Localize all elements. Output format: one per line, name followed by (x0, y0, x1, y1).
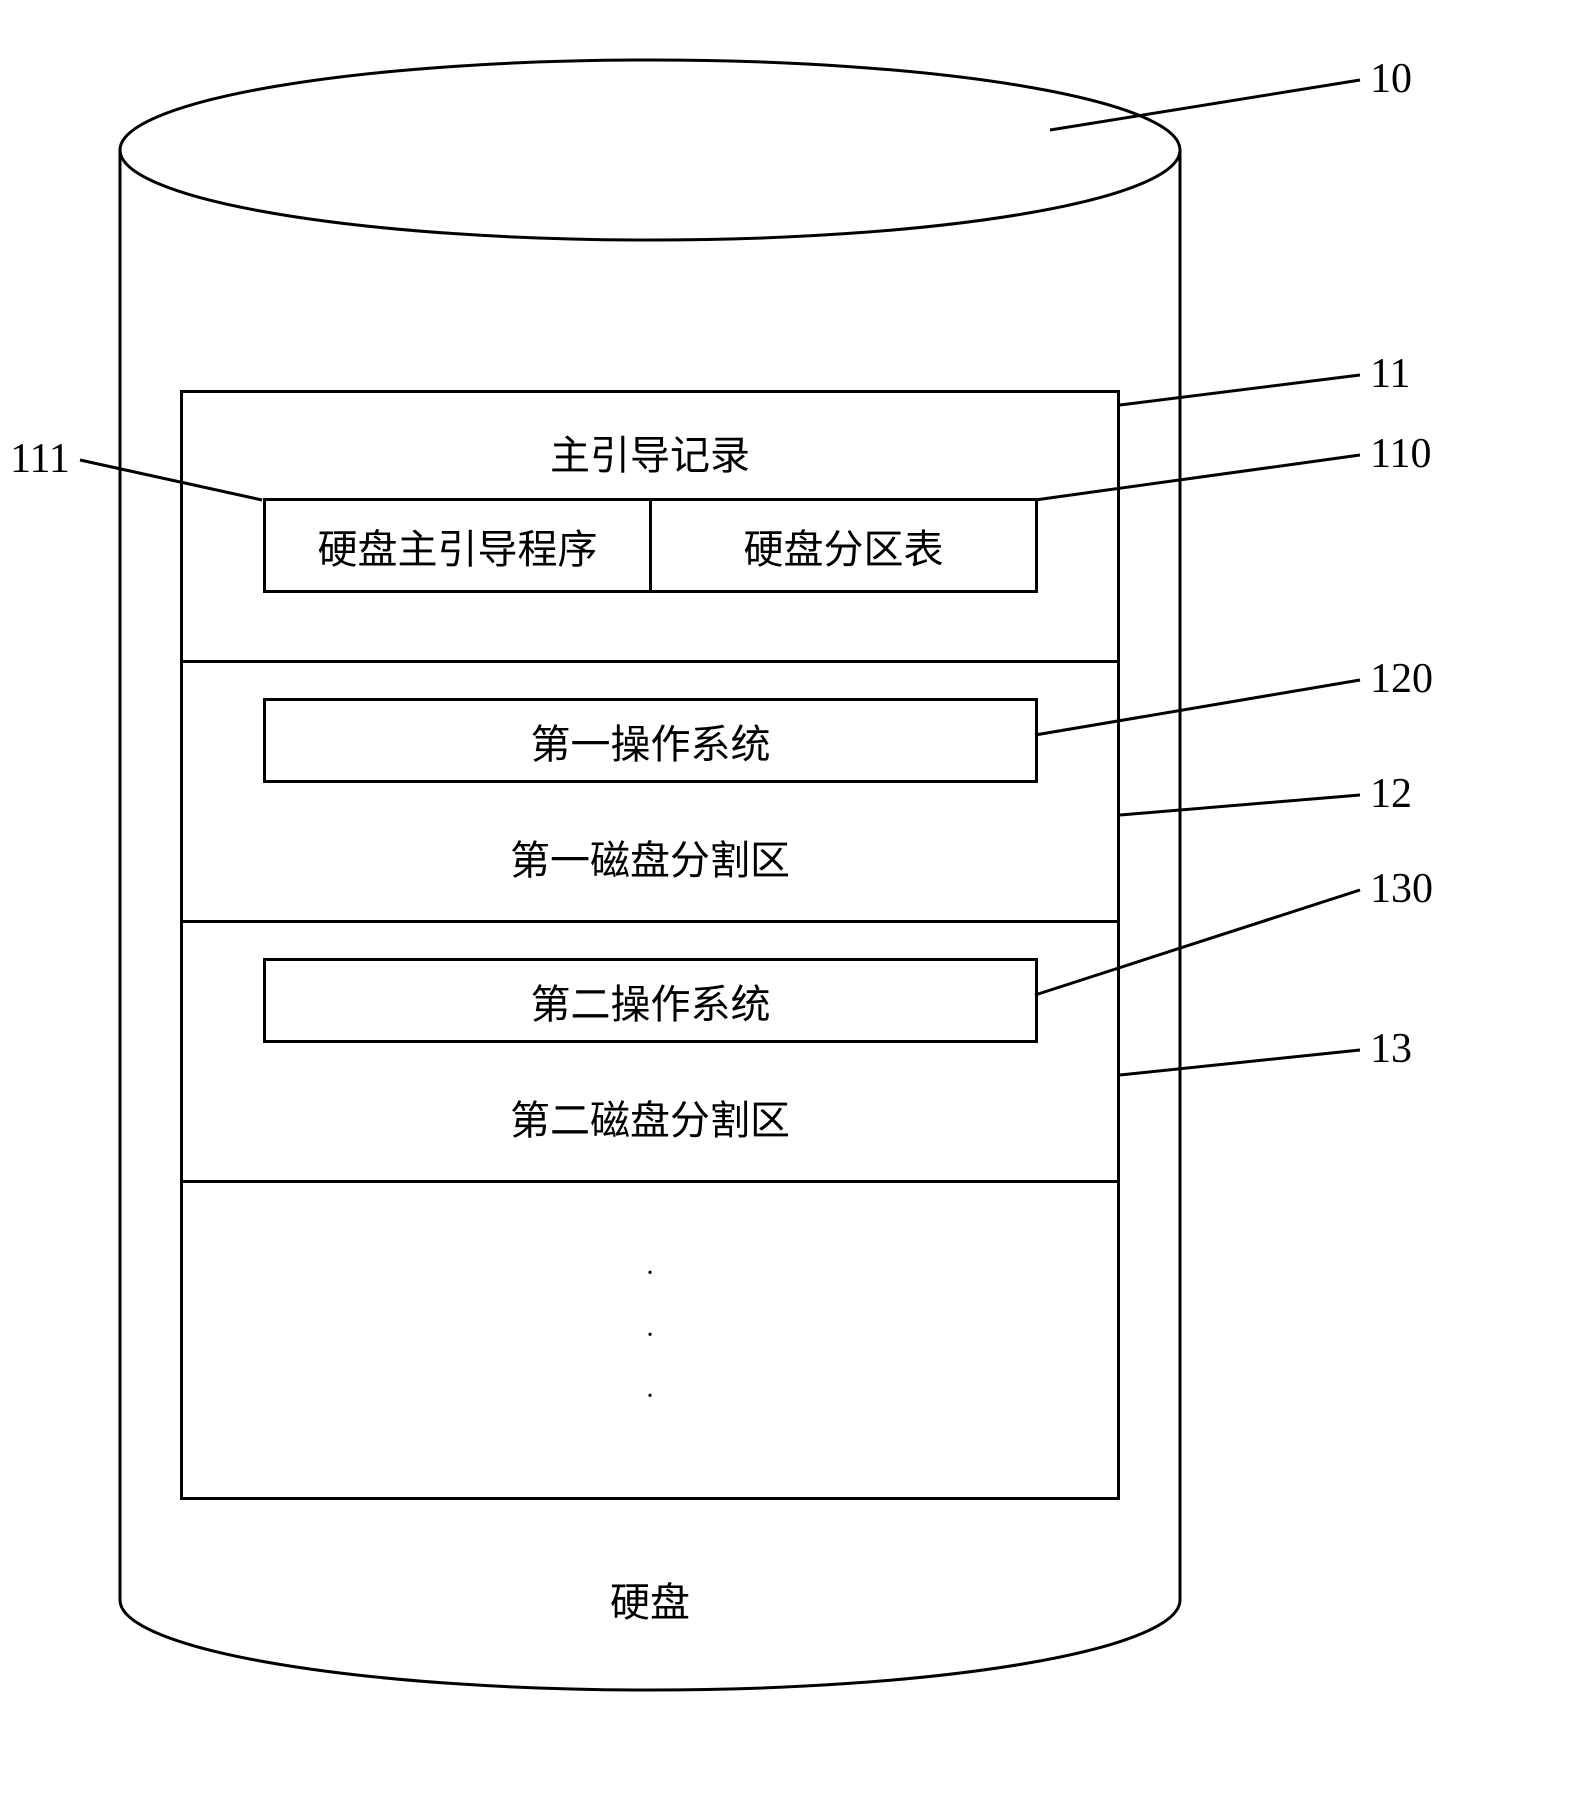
os2-label: 第二操作系统 (531, 972, 771, 1030)
callout-11: 11 (1370, 350, 1410, 398)
callout-12: 12 (1370, 770, 1412, 818)
callout-120: 120 (1370, 655, 1433, 703)
subbox-parttable: 硬盘分区表 (652, 501, 1035, 590)
parttable-label: 硬盘分区表 (744, 517, 944, 575)
ellipsis-dots: ··· (183, 1243, 1117, 1428)
callout-111: 111 (10, 435, 70, 483)
bottom-label: 硬盘 (120, 1570, 1180, 1628)
callout-130: 130 (1370, 865, 1433, 913)
subbox-os1: 第一操作系统 (263, 698, 1038, 783)
section-ellipsis: ··· (180, 1180, 1120, 1500)
section-part1: 第一操作系统 第一磁盘分割区 (180, 660, 1120, 920)
bootprog-label: 硬盘主引导程序 (318, 517, 598, 575)
callout-13: 13 (1370, 1025, 1412, 1073)
section-part2: 第二操作系统 第二磁盘分割区 (180, 920, 1120, 1180)
callout-10: 10 (1370, 55, 1412, 103)
mbr-sub-container: 硬盘主引导程序 硬盘分区表 (263, 498, 1038, 593)
subbox-bootprog: 硬盘主引导程序 (266, 501, 652, 590)
part2-title: 第二磁盘分割区 (183, 1088, 1117, 1146)
mbr-title: 主引导记录 (183, 423, 1117, 481)
os1-label: 第一操作系统 (531, 712, 771, 770)
callout-110: 110 (1370, 430, 1431, 478)
section-mbr: 主引导记录 硬盘主引导程序 硬盘分区表 (180, 390, 1120, 660)
subbox-os2: 第二操作系统 (263, 958, 1038, 1043)
part1-title: 第一磁盘分割区 (183, 828, 1117, 886)
diagram-canvas: 主引导记录 硬盘主引导程序 硬盘分区表 第一操作系统 第一磁盘分割区 第二操作系… (40, 40, 1596, 1757)
